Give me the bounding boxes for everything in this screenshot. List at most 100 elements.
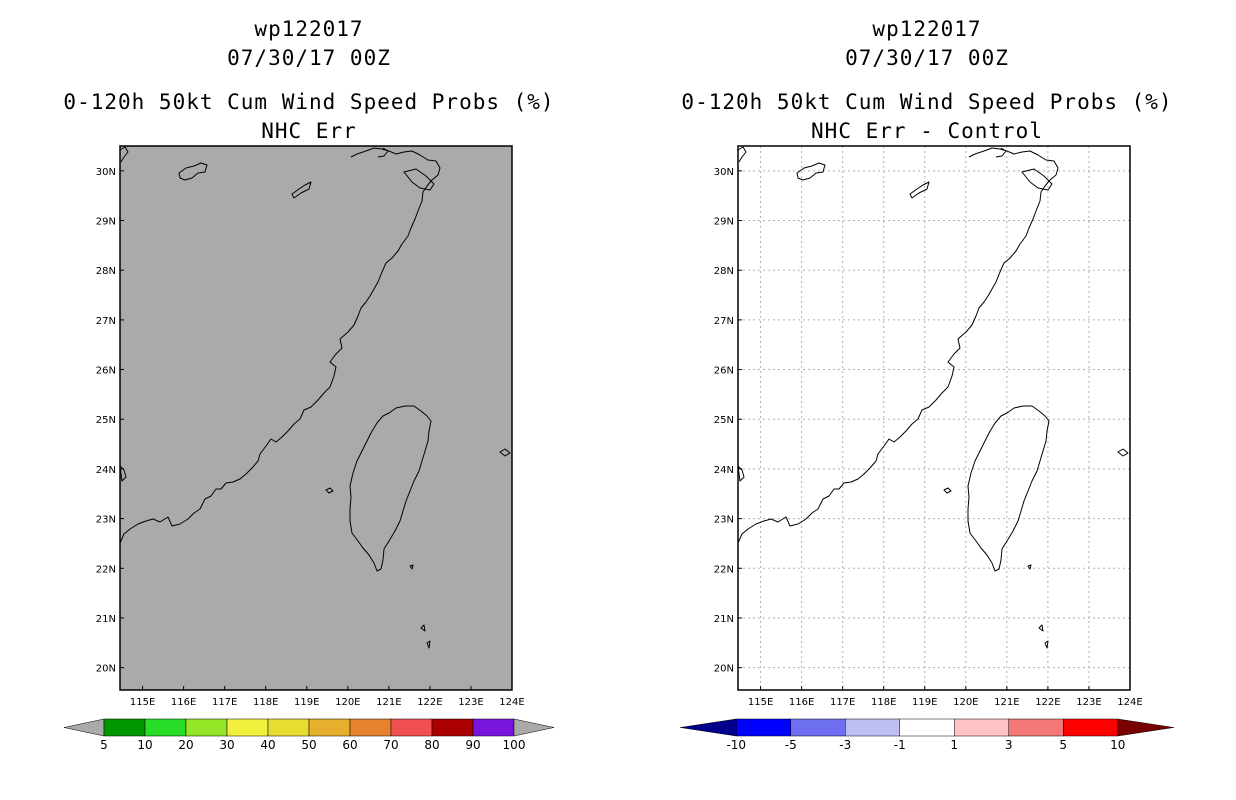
colorbar: 5 10 20 30 40 50 60 70 80 90 100 [63, 718, 555, 752]
lon-tick-label: 121E [994, 697, 1019, 708]
colorbar-segment [390, 718, 433, 737]
lat-tick-label: 24N [96, 465, 116, 476]
lat-tick-label: 23N [96, 515, 116, 526]
product-title: 0-120h 50kt Cum Wind Speed Probs (%) [681, 90, 1173, 114]
colorbar-segment [899, 718, 955, 737]
lon-tick-label: 115E [748, 697, 773, 708]
china-coastline [737, 147, 1059, 544]
lat-tick-label: 30N [714, 167, 734, 178]
colorbar-segment [954, 718, 1009, 737]
lon-tick-label: 121E [376, 697, 401, 708]
colorbar-over-arrow [513, 718, 555, 737]
coastline-group [737, 146, 1129, 649]
colorbar-label: 60 [342, 738, 357, 752]
map-figure: 115E 116E 117E 118E 119E 120E 121E 122E 123E 124E… [680, 145, 1174, 752]
product-title: 0-120h 50kt Cum Wind Speed Probs (%) [63, 90, 555, 114]
right-map-panel: wp122017 07/30/17 00Z 0-120h 50kt Cum Wi… [618, 0, 1236, 800]
island-coastline [420, 624, 426, 632]
coastline-detail [737, 146, 1053, 191]
colorbar: -10 -5 -3 -1 1 3 5 10 [680, 718, 1174, 752]
lat-tick-label: 29N [714, 217, 734, 228]
island-coastline [909, 181, 930, 199]
coastline-group [119, 146, 511, 649]
island-coastline [1117, 448, 1129, 457]
lon-tick-label: 116E [171, 697, 196, 708]
map-figure: 115E 116E 117E 118E 119E 120E 121E 122E 123E 124E… [63, 145, 555, 752]
lon-tick-label: 124E [1117, 697, 1142, 708]
colorbar-label: -1 [894, 738, 906, 752]
island-coastline [943, 487, 952, 494]
panel-subtitle: NHC Err - Control [811, 119, 1043, 143]
map-frame [737, 145, 1131, 691]
colorbar-segment [845, 718, 900, 737]
colorbar-segment [1008, 718, 1064, 737]
colorbar-segment [144, 718, 187, 737]
taiwan-coastline [967, 405, 1050, 572]
lat-tick-label: 24N [714, 465, 734, 476]
colorbar-label: 70 [383, 738, 398, 752]
island-coastline [426, 640, 431, 649]
colorbar-label: 80 [424, 738, 439, 752]
lat-tick-label: 22N [714, 564, 734, 575]
island-coastline [796, 162, 826, 181]
colorbar-label: 100 [503, 738, 526, 752]
island-coastline [1038, 624, 1044, 632]
lat-tick-label: 28N [96, 266, 116, 277]
lat-tick-label: 27N [714, 316, 734, 327]
map-area [738, 146, 1130, 690]
lon-tick-label: 124E [499, 697, 524, 708]
lon-tick-label: 119E [912, 697, 937, 708]
lon-tick-label: 115E [130, 697, 155, 708]
storm-id: wp122017 [254, 17, 364, 41]
lon-tick-label: 122E [417, 697, 442, 708]
storm-id: wp122017 [872, 17, 982, 41]
lat-tick-label: 27N [96, 316, 116, 327]
forecast-date: 07/30/17 00Z [227, 46, 391, 70]
colorbar-label: 3 [1005, 738, 1013, 752]
colorbar-segment [267, 718, 310, 737]
colorbar-segment [185, 718, 228, 737]
lat-tick-label: 23N [714, 515, 734, 526]
lat-tick-label: 28N [714, 266, 734, 277]
lat-tick-label: 20N [714, 664, 734, 675]
lat-tick-label: 29N [96, 217, 116, 228]
taiwan-coastline [349, 405, 432, 572]
map-frame [119, 145, 513, 691]
colorbar-segment [736, 718, 791, 737]
lon-tick-label: 117E [830, 697, 855, 708]
lat-tick-label: 22N [96, 564, 116, 575]
colorbar-label: 90 [465, 738, 480, 752]
island-coastline [1027, 564, 1032, 570]
lon-tick-label: 123E [1076, 697, 1101, 708]
lat-tick-label: 26N [714, 366, 734, 377]
lat-tick-label: 25N [714, 415, 734, 426]
lon-tick-label: 116E [789, 697, 814, 708]
colorbar-label: -5 [785, 738, 797, 752]
colorbar-segment [349, 718, 392, 737]
map-area [120, 146, 512, 690]
colorbar-label: 5 [1059, 738, 1067, 752]
coastline-detail [119, 146, 435, 191]
lat-tick-label: 30N [96, 167, 116, 178]
colorbar-segment [308, 718, 351, 737]
lon-tick-label: 118E [871, 697, 896, 708]
colorbar-label: 10 [137, 738, 152, 752]
lon-tick-label: 122E [1035, 697, 1060, 708]
colorbar-label: 50 [301, 738, 316, 752]
panel-subtitle: NHC Err [261, 119, 357, 143]
colorbar-under-arrow [63, 718, 105, 737]
island-coastline [499, 448, 511, 457]
colorbar-label: -3 [839, 738, 851, 752]
island-coastline [325, 487, 334, 494]
island-coastline [409, 564, 414, 570]
lat-tick-label: 21N [714, 614, 734, 625]
lon-tick-label: 123E [458, 697, 483, 708]
colorbar-label: 40 [260, 738, 275, 752]
lat-tick-label: 20N [96, 664, 116, 675]
colorbar-label: 30 [219, 738, 234, 752]
colorbar-label: 10 [1110, 738, 1125, 752]
lon-tick-label: 120E [335, 697, 360, 708]
colorbar-under-arrow [680, 718, 737, 737]
island-coastline [178, 162, 208, 181]
china-coastline [119, 147, 441, 544]
